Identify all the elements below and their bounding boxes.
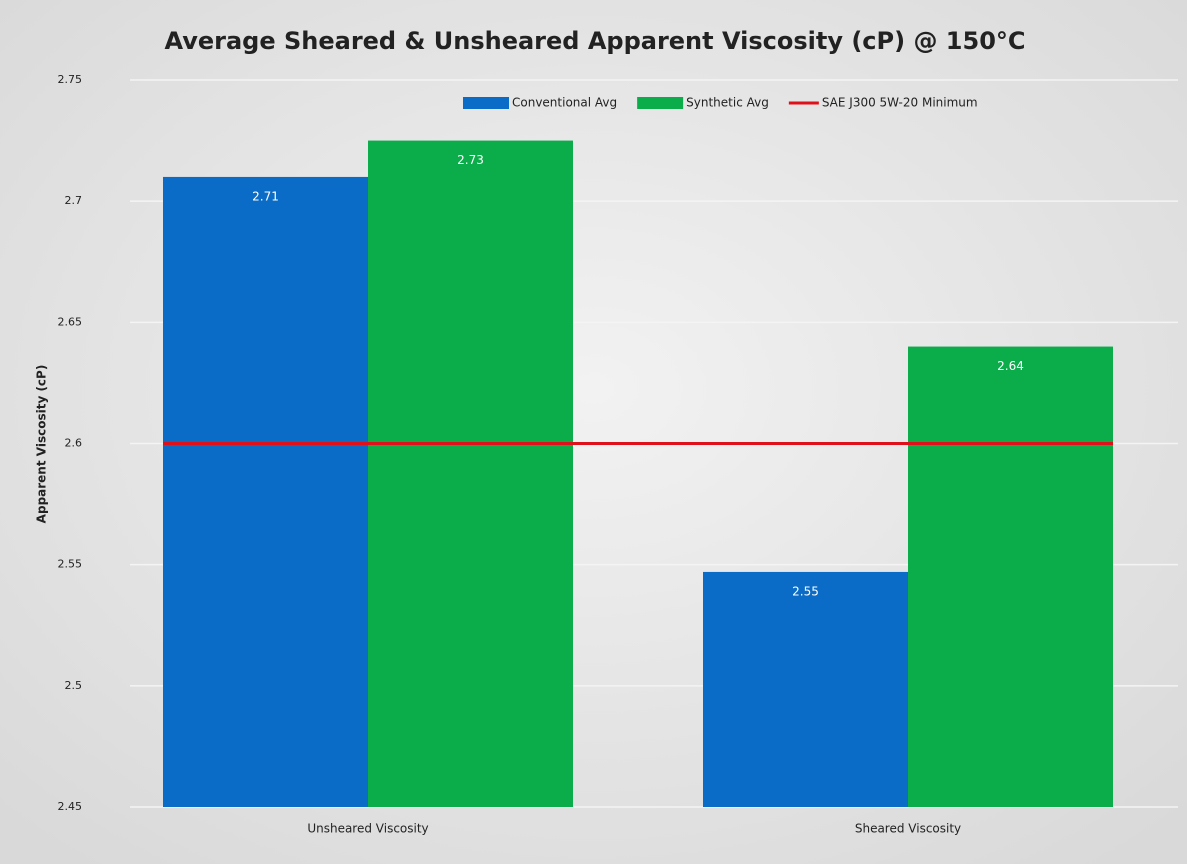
y-tick-label: 2.45 bbox=[58, 800, 83, 813]
y-tick-label: 2.7 bbox=[65, 194, 83, 207]
y-tick-label: 2.65 bbox=[58, 315, 83, 328]
bar bbox=[163, 176, 368, 807]
data-label: 2.73 bbox=[457, 153, 484, 167]
y-axis-label: Apparent Viscosity (cP) bbox=[35, 365, 49, 524]
legend-swatch bbox=[637, 97, 684, 109]
bar bbox=[368, 140, 573, 808]
legend-label: Conventional Avg bbox=[512, 96, 617, 110]
data-label: 2.55 bbox=[792, 584, 819, 598]
x-tick-label: Unsheared Viscosity bbox=[307, 822, 428, 836]
legend-swatch bbox=[463, 97, 509, 109]
bar bbox=[703, 571, 908, 807]
legend-label: SAE J300 5W-20 Minimum bbox=[822, 96, 978, 110]
x-tick-label: Sheared Viscosity bbox=[855, 822, 961, 836]
data-label: 2.64 bbox=[997, 359, 1024, 373]
y-tick-label: 2.75 bbox=[58, 73, 83, 86]
y-tick-label: 2.5 bbox=[65, 679, 83, 692]
data-label: 2.71 bbox=[252, 189, 279, 203]
bar bbox=[908, 346, 1113, 807]
chart-title: Average Sheared & Unsheared Apparent Vis… bbox=[164, 27, 1025, 55]
y-tick-label: 2.6 bbox=[65, 437, 83, 450]
legend-label: Synthetic Avg bbox=[686, 96, 769, 110]
y-tick-label: 2.55 bbox=[58, 558, 83, 571]
